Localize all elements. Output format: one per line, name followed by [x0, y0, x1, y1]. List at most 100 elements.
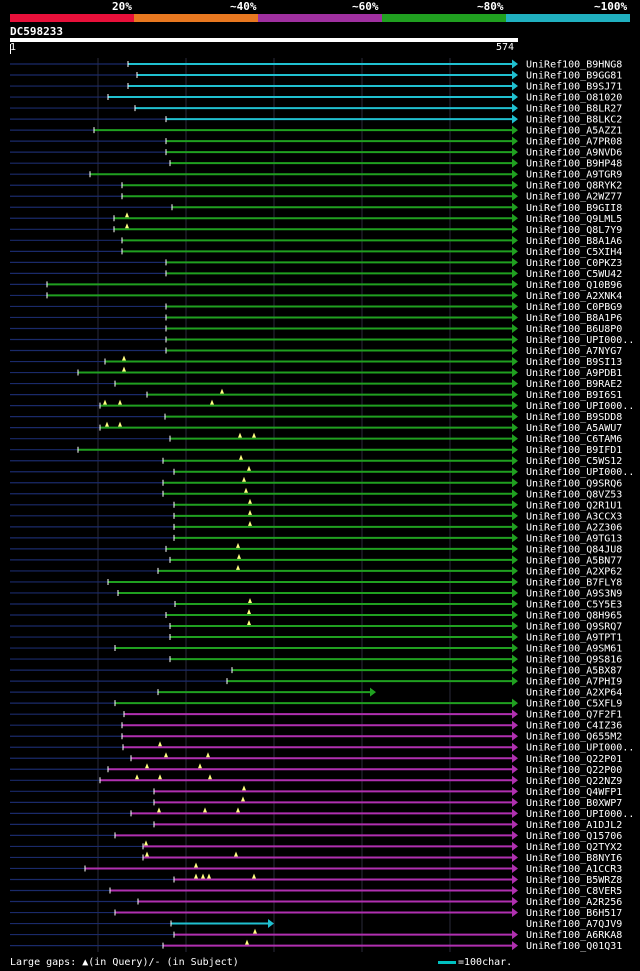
gap-marker — [201, 873, 205, 879]
hit-row: UniRef100_Q15706 — [10, 830, 622, 842]
hit-label: UniRef100_C4IZ36 — [526, 721, 622, 732]
hit-label: UniRef100_Q8RYK2 — [526, 181, 622, 192]
hit-arrow-head — [512, 92, 518, 102]
hit-arrow-head — [512, 224, 518, 234]
hit-row: UniRef100_B9HP48 — [10, 158, 622, 170]
gap-marker — [248, 498, 252, 504]
hit-label: UniRef100_A1DJL2 — [526, 820, 622, 831]
hit-label: UniRef100_UPI000.. — [526, 335, 634, 346]
hit-arrow-head — [512, 412, 518, 422]
gap-marker — [194, 873, 198, 879]
hit-row: UniRef100_UPI000.. — [10, 807, 634, 820]
hit-arrow-head — [512, 775, 518, 785]
ruler-tick — [10, 44, 11, 54]
hit-label: UniRef100_B9I6S1 — [526, 390, 622, 401]
hit-label: UniRef100_Q22P01 — [526, 754, 622, 765]
hit-label: UniRef100_Q2R1U1 — [526, 500, 622, 511]
hit-row: UniRef100_Q8RYK2 — [10, 180, 622, 192]
hit-label: UniRef100_Q84JU8 — [526, 544, 622, 555]
hit-row: UniRef100_B8NYI6 — [10, 851, 622, 864]
hit-arrow-head — [512, 522, 518, 532]
hit-row: UniRef100_B5WRZ8 — [10, 873, 622, 886]
hit-arrow-head — [512, 764, 518, 774]
hit-row: UniRef100_A9TGR9 — [10, 169, 622, 181]
hit-row: UniRef100_C0PBG9 — [10, 301, 622, 313]
hit-arrow-head — [512, 786, 518, 796]
hit-label: UniRef100_A7PR08 — [526, 137, 622, 148]
gap-marker — [122, 355, 126, 361]
hit-arrow-head — [512, 908, 518, 918]
gap-marker — [247, 465, 251, 471]
gap-marker — [247, 609, 251, 614]
hit-label: UniRef100_Q15706 — [526, 831, 622, 842]
hit-row: UniRef100_C5WS12 — [10, 454, 622, 467]
hit-row: UniRef100_B8LKC2 — [10, 114, 622, 126]
gap-marker — [135, 774, 139, 780]
hit-label: UniRef100_UPI000.. — [526, 467, 634, 478]
hit-label: UniRef100_B8A1A6 — [526, 236, 622, 247]
hit-label: UniRef100_B8LR27 — [526, 104, 622, 115]
hit-row: UniRef100_B9GII8 — [10, 202, 622, 214]
hit-label: UniRef100_Q8VZ53 — [526, 489, 622, 500]
hit-row: UniRef100_Q8H965 — [10, 609, 622, 622]
gap-marker — [145, 763, 149, 769]
hit-row: UniRef100_A5AWU7 — [10, 421, 622, 434]
hit-arrow-head — [512, 588, 518, 598]
hit-label: UniRef100_Q8H965 — [526, 611, 622, 622]
gap-marker — [241, 796, 245, 802]
hit-arrow-head — [370, 687, 376, 697]
hit-row: UniRef100_UPI000.. — [10, 465, 634, 478]
hit-label: UniRef100_B9HP48 — [526, 159, 622, 170]
hit-label: UniRef100_O81020 — [526, 93, 622, 104]
gap-marker — [239, 454, 243, 460]
hit-row: UniRef100_A9TG13 — [10, 533, 622, 544]
hit-arrow-head — [512, 335, 518, 344]
hit-row: UniRef100_A1DJL2 — [10, 819, 622, 831]
hit-label: UniRef100_A9TG13 — [526, 533, 622, 544]
hit-label: UniRef100_UPI000.. — [526, 401, 634, 412]
gap-marker — [145, 851, 149, 857]
gap-marker — [248, 597, 252, 603]
hit-arrow-head — [512, 500, 518, 510]
hit-arrow-head — [512, 467, 518, 477]
hit-row: UniRef100_A2XP62 — [10, 564, 622, 577]
legend-segment-3 — [258, 14, 382, 22]
hit-arrow-head — [512, 81, 518, 91]
hit-arrow-head — [512, 169, 518, 179]
hit-arrow-head — [512, 312, 518, 322]
ruler-end: 574 — [496, 42, 515, 53]
hit-row: UniRef100_A2XNK4 — [10, 290, 622, 302]
hit-row: UniRef100_C4IZ36 — [10, 720, 622, 732]
hit-arrow-head — [512, 235, 518, 245]
hit-row: UniRef100_A7PHI9 — [10, 676, 622, 688]
scale-text: =100char. — [458, 957, 513, 968]
hit-row: UniRef100_B9SDD8 — [10, 412, 622, 423]
hit-label: UniRef100_B9GG81 — [526, 71, 622, 82]
hit-row: UniRef100_A1CCR3 — [10, 862, 622, 875]
hit-arrow-head — [512, 390, 518, 400]
hit-row: UniRef100_B9SI13 — [10, 355, 622, 368]
hit-row: UniRef100_Q7F2F1 — [10, 709, 622, 721]
hit-row: UniRef100_A7QJV9 — [10, 919, 622, 930]
hit-label: UniRef100_Q8L7Y9 — [526, 225, 622, 236]
hit-label: UniRef100_B0XWP7 — [526, 798, 622, 809]
hit-label: UniRef100_B8A1P6 — [526, 313, 622, 324]
hit-row: UniRef100_Q22P01 — [10, 752, 622, 765]
gap-marker — [207, 873, 211, 879]
gap-marker — [158, 774, 162, 780]
legend-label-1: 20% — [112, 0, 132, 13]
hit-label: UniRef100_A5AZZ1 — [526, 126, 622, 137]
hit-arrow-head — [512, 797, 518, 807]
gap-marker — [242, 476, 246, 482]
hit-row: UniRef100_C8VER5 — [10, 886, 622, 897]
hit-arrow-head — [512, 632, 518, 642]
gap-marker — [122, 366, 126, 372]
hit-label: UniRef100_A3CCX3 — [526, 511, 622, 522]
query-bar — [10, 38, 518, 42]
hit-label: UniRef100_Q01Q31 — [526, 941, 622, 952]
hit-arrow-head — [512, 555, 518, 565]
legend-label-4: ~80% — [477, 0, 504, 13]
hit-label: UniRef100_B5WRZ8 — [526, 875, 622, 886]
gap-marker — [236, 564, 240, 570]
hit-row: UniRef100_Q9LML5 — [10, 212, 622, 225]
